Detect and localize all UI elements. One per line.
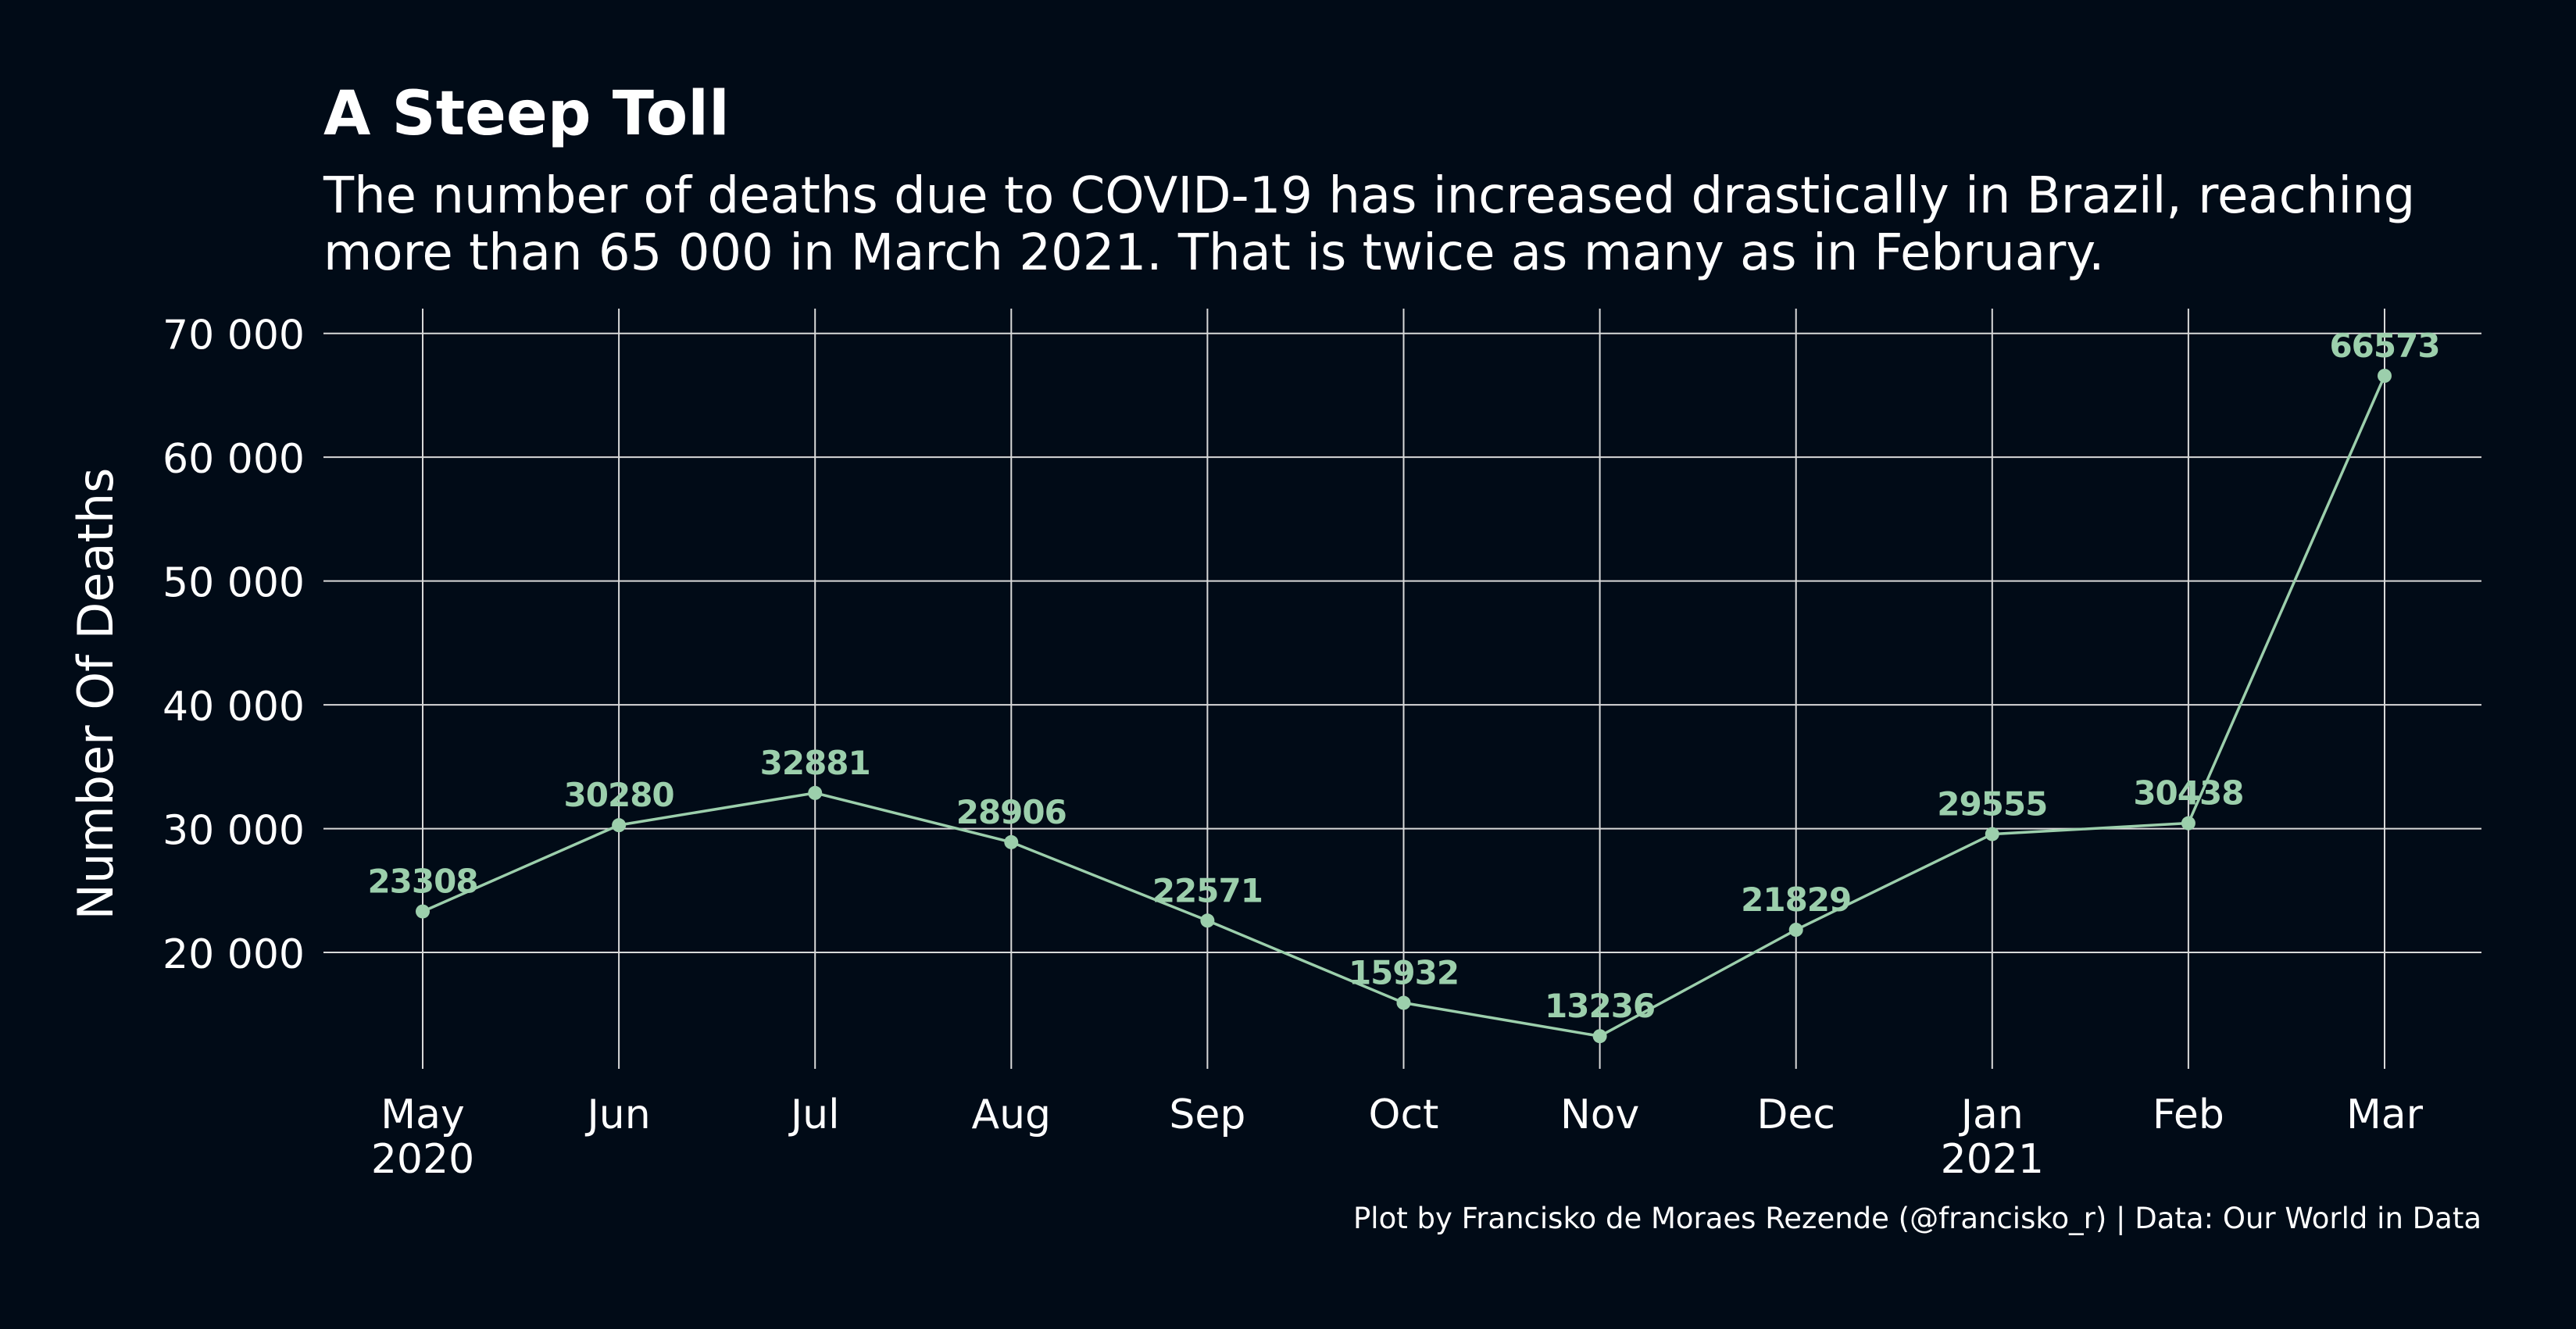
data-label: 15932 bbox=[1349, 954, 1459, 992]
y-tick-label: 50 000 bbox=[163, 560, 305, 607]
y-tick-label: 20 000 bbox=[163, 931, 305, 978]
chart-caption: Plot by Francisko de Moraes Rezende (@fr… bbox=[1353, 1202, 2481, 1235]
x-tick-label: Jul bbox=[788, 1091, 840, 1138]
data-point bbox=[612, 818, 627, 833]
data-point bbox=[1985, 827, 1999, 841]
data-label: 30280 bbox=[564, 776, 674, 814]
data-label: 30438 bbox=[2133, 774, 2243, 813]
data-label: 29555 bbox=[1937, 785, 2047, 823]
data-point bbox=[1592, 1029, 1607, 1044]
data-point bbox=[1788, 923, 1803, 938]
data-label: 66573 bbox=[2329, 327, 2439, 365]
data-point bbox=[416, 904, 430, 919]
data-point bbox=[1200, 913, 1215, 928]
x-tick-label: Sep bbox=[1169, 1091, 1245, 1138]
chart-subtitle-line-2: more than 65 000 in March 2021. That is … bbox=[323, 224, 2104, 282]
y-tick-label: 30 000 bbox=[163, 808, 305, 855]
x-tick-label: Jun bbox=[584, 1091, 650, 1138]
data-point bbox=[808, 785, 823, 800]
data-point bbox=[2181, 816, 2195, 831]
data-label: 13236 bbox=[1545, 987, 1655, 1025]
data-label: 23308 bbox=[367, 863, 477, 901]
data-label: 21829 bbox=[1741, 881, 1851, 919]
data-label: 32881 bbox=[760, 744, 870, 782]
x-tick-label: Feb bbox=[2153, 1091, 2224, 1138]
data-label: 28906 bbox=[956, 793, 1066, 831]
deaths-series bbox=[416, 369, 2392, 1044]
x-tick-label: Jan 2021 bbox=[1941, 1091, 2044, 1183]
y-axis-ticks: 20 000 30 000 40 000 50 000 60 000 70 000 bbox=[163, 313, 305, 978]
y-axis-label: Number Of Deaths bbox=[67, 468, 124, 920]
chart-title: A Steep Toll bbox=[323, 79, 730, 149]
x-tick-label: Oct bbox=[1369, 1091, 1439, 1138]
x-tick-label: Dec bbox=[1756, 1091, 1835, 1138]
x-axis-ticks: May 2020 Jun Jul Aug Sep Oct Nov Dec Jan 2021 Feb Ma… bbox=[371, 1091, 2424, 1183]
data-point bbox=[1396, 995, 1411, 1010]
grid bbox=[323, 309, 2481, 1069]
data-label: 22571 bbox=[1152, 871, 1263, 909]
data-point bbox=[1004, 834, 1019, 849]
x-tick-label: Mar bbox=[2346, 1091, 2424, 1138]
y-tick-label: 40 000 bbox=[163, 684, 305, 731]
x-tick-label: Aug bbox=[972, 1091, 1052, 1138]
x-tick-label: May 2020 bbox=[371, 1091, 474, 1183]
x-tick-label: Nov bbox=[1560, 1091, 1640, 1138]
y-tick-label: 70 000 bbox=[163, 313, 305, 359]
chart-subtitle-line-1: The number of deaths due to COVID-19 has… bbox=[323, 167, 2415, 225]
data-point bbox=[2378, 369, 2392, 384]
data-labels: 23308 30280 32881 28906 22571 15932 13236 21829… bbox=[367, 327, 2440, 1025]
y-tick-label: 60 000 bbox=[163, 436, 305, 483]
